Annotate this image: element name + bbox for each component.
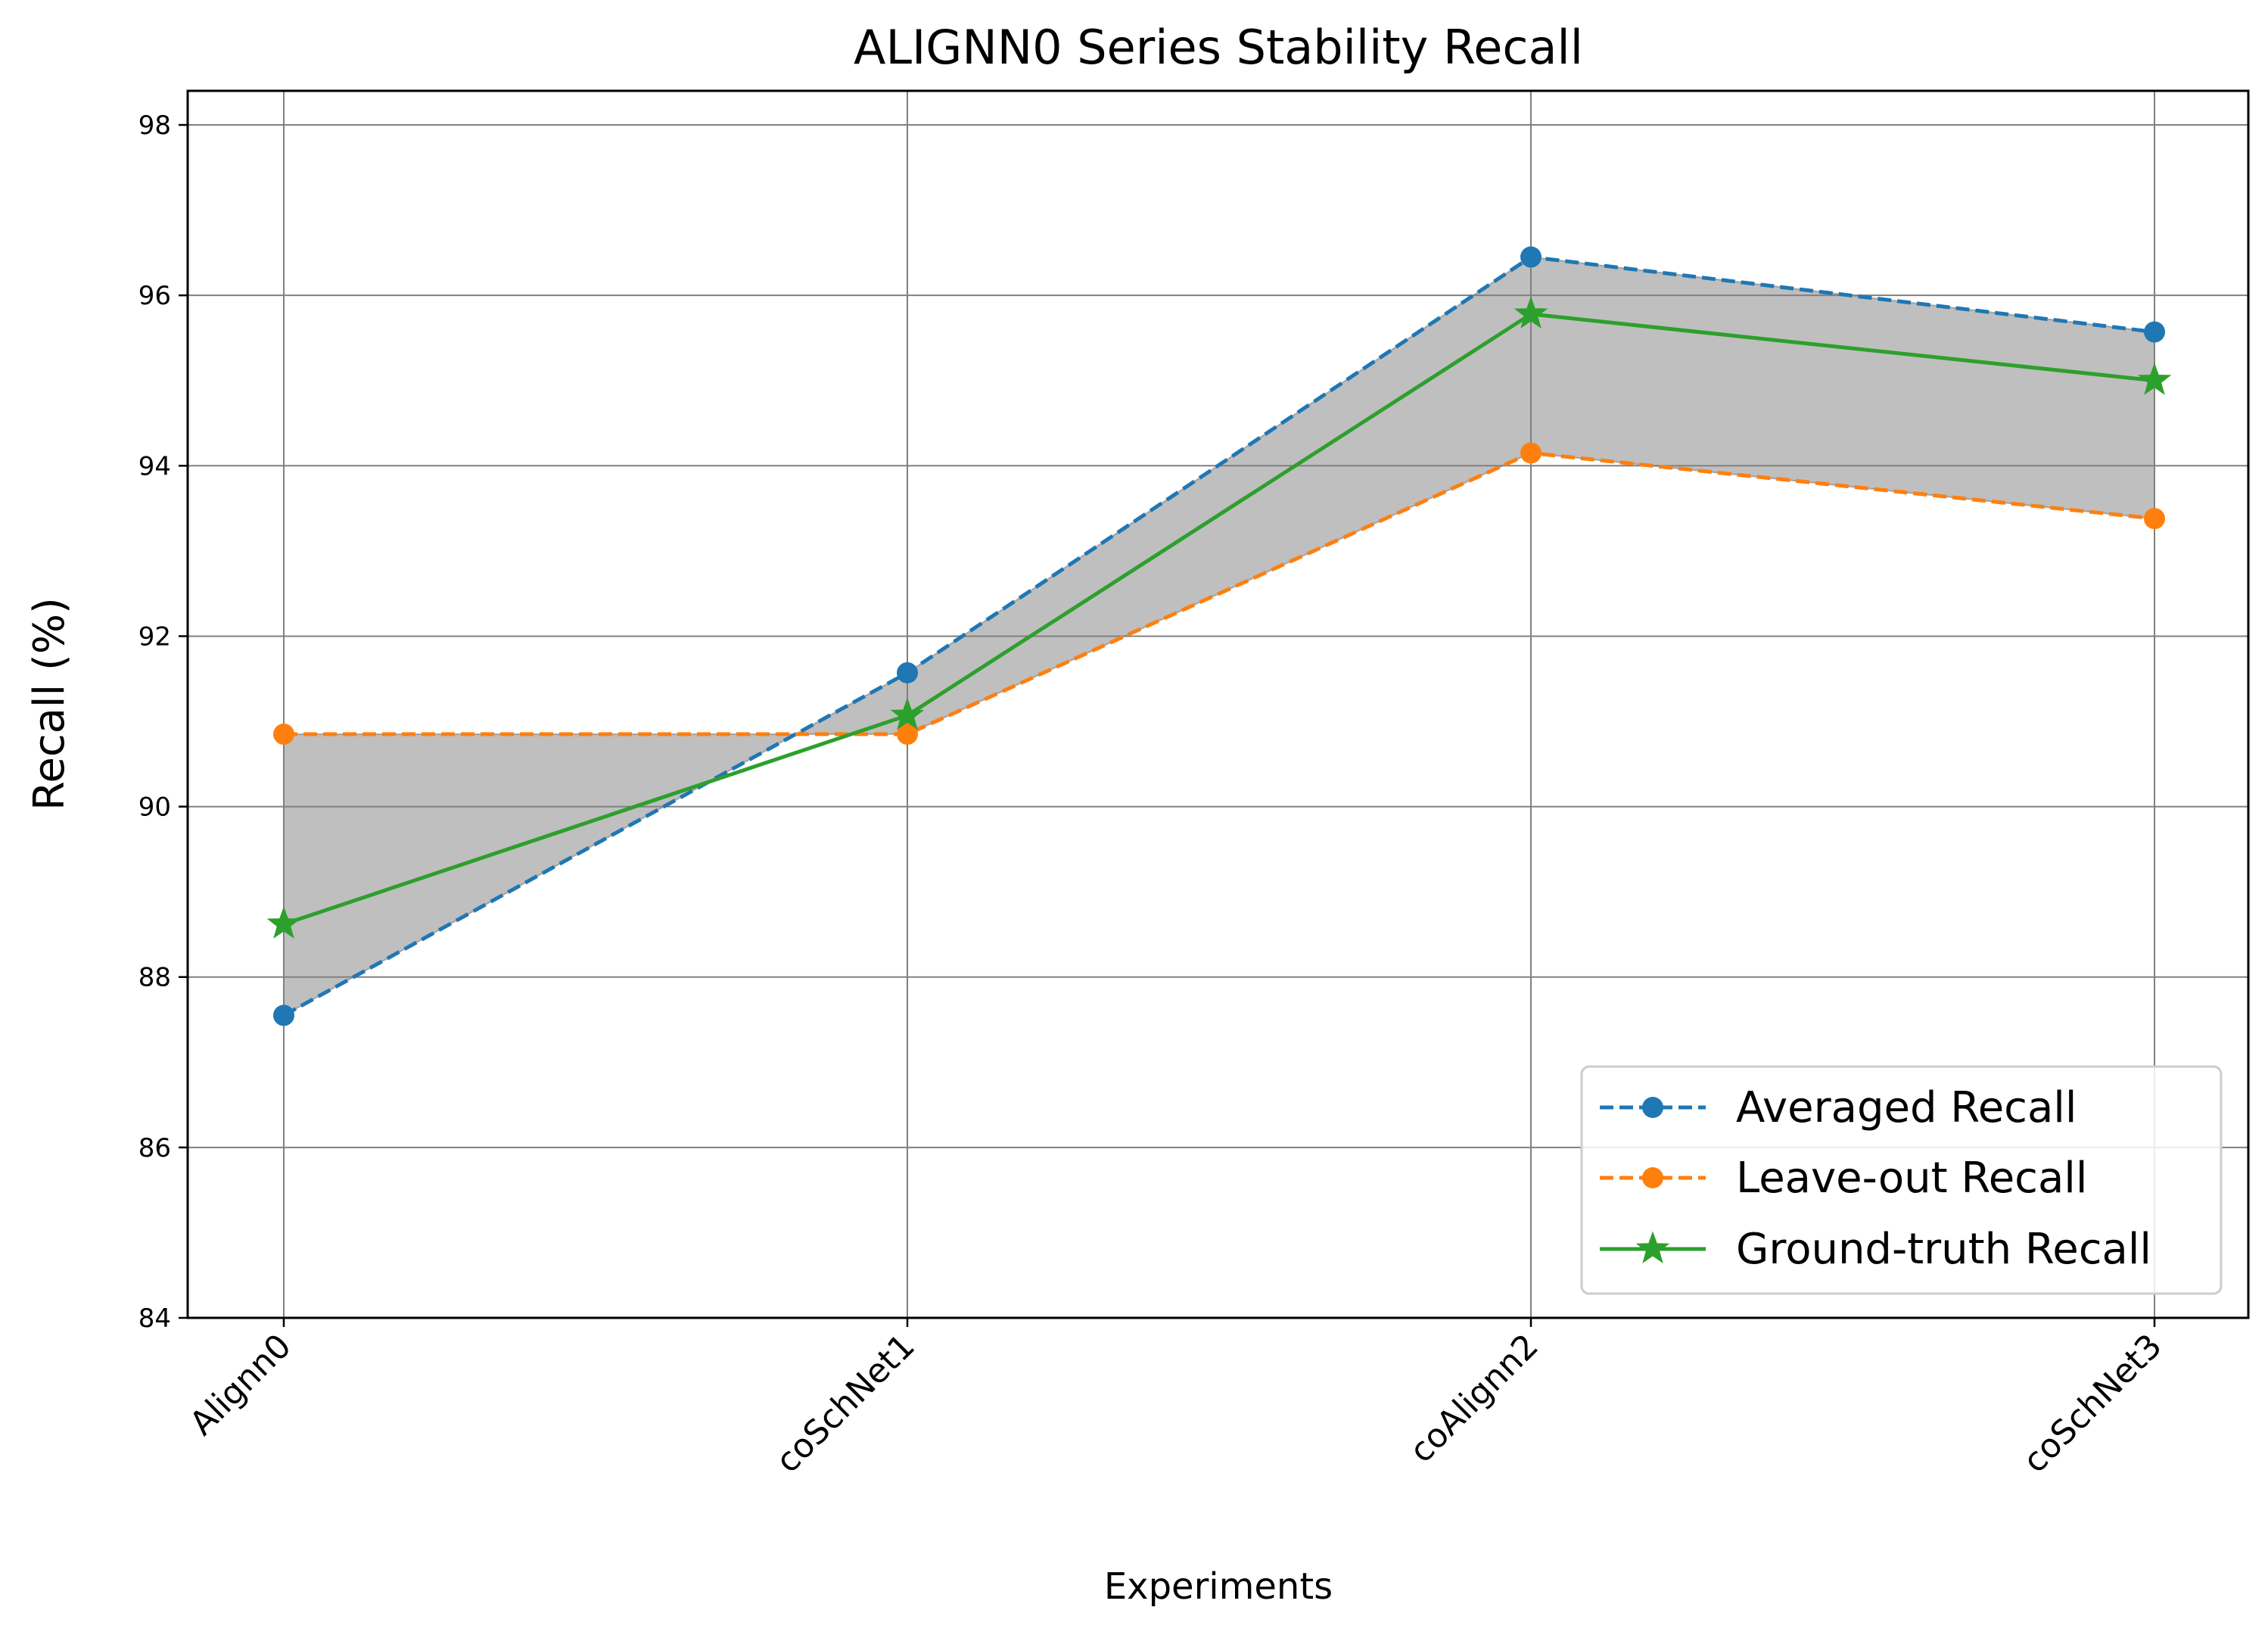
data-point-averaged-recall-Alignn0 xyxy=(273,1004,294,1026)
legend-entry-averaged-recall: Averaged Recall xyxy=(1600,1083,2077,1132)
series-line-leave-out-recall xyxy=(284,450,2155,737)
data-point-averaged-recall-coSchNet1 xyxy=(897,662,918,684)
series-layer xyxy=(266,246,2172,1026)
x-axis-label: Experiments xyxy=(1104,1565,1333,1608)
y-tick-label-88: 88 xyxy=(138,963,171,993)
data-point-averaged-recall-coAlignn2 xyxy=(1520,246,1542,268)
legend-marker-leave-out-recall xyxy=(1642,1167,1663,1188)
y-axis: 84 86 88 90 92 94 96 98 xyxy=(138,111,188,1334)
series-line-ground-truth-recall xyxy=(283,312,2155,927)
data-point-ground-truth-recall-Alignn0 xyxy=(266,906,301,939)
legend-label-averaged-recall: Averaged Recall xyxy=(1736,1083,2077,1132)
series-ground-truth-recall xyxy=(266,296,2172,939)
legend-entry-leave-out-recall: Leave-out Recall xyxy=(1600,1154,2087,1203)
series-leave-out-recall xyxy=(273,442,2165,745)
y-tick-label-98: 98 xyxy=(138,111,171,141)
legend-label-leave-out-recall: Leave-out Recall xyxy=(1736,1154,2087,1203)
series-line-averaged-recall xyxy=(282,255,2155,1017)
y-tick-label-84: 84 xyxy=(138,1303,171,1334)
data-point-ground-truth-recall-coSchNet1 xyxy=(890,697,925,730)
legend: Averaged Recall Leave-out Recall Ground-tr… xyxy=(1580,1065,2223,1295)
plot-frame xyxy=(186,89,2250,1319)
data-point-leave-out-recall-coSchNet1 xyxy=(897,723,918,745)
legend-marker-ground-truth-recall xyxy=(1635,1231,1670,1263)
data-point-leave-out-recall-coAlignn2 xyxy=(1520,442,1542,464)
series-averaged-recall xyxy=(273,246,2165,1026)
legend-box xyxy=(1580,1065,2223,1295)
y-tick-label-86: 86 xyxy=(138,1133,171,1163)
legend-entry-ground-truth-recall: Ground-truth Recall xyxy=(1600,1225,2151,1274)
data-point-leave-out-recall-Alignn0 xyxy=(273,723,294,745)
legend-marker-averaged-recall xyxy=(1642,1097,1663,1118)
y-tick-label-94: 94 xyxy=(138,451,171,481)
y-tick-label-96: 96 xyxy=(138,281,171,311)
data-point-averaged-recall-coSchNet3 xyxy=(2144,321,2165,343)
data-point-ground-truth-recall-coAlignn2 xyxy=(1514,296,1548,329)
data-point-leave-out-recall-coSchNet3 xyxy=(2144,508,2165,530)
y-axis-label: Recall (%) xyxy=(25,597,74,811)
chart-title: ALIGNN0 Series Stability Recall xyxy=(854,20,1583,75)
y-tick-label-92: 92 xyxy=(138,621,171,652)
y-tick-label-90: 90 xyxy=(138,793,171,823)
legend-label-ground-truth-recall: Ground-truth Recall xyxy=(1736,1225,2151,1274)
data-point-ground-truth-recall-coSchNet3 xyxy=(2137,363,2172,395)
